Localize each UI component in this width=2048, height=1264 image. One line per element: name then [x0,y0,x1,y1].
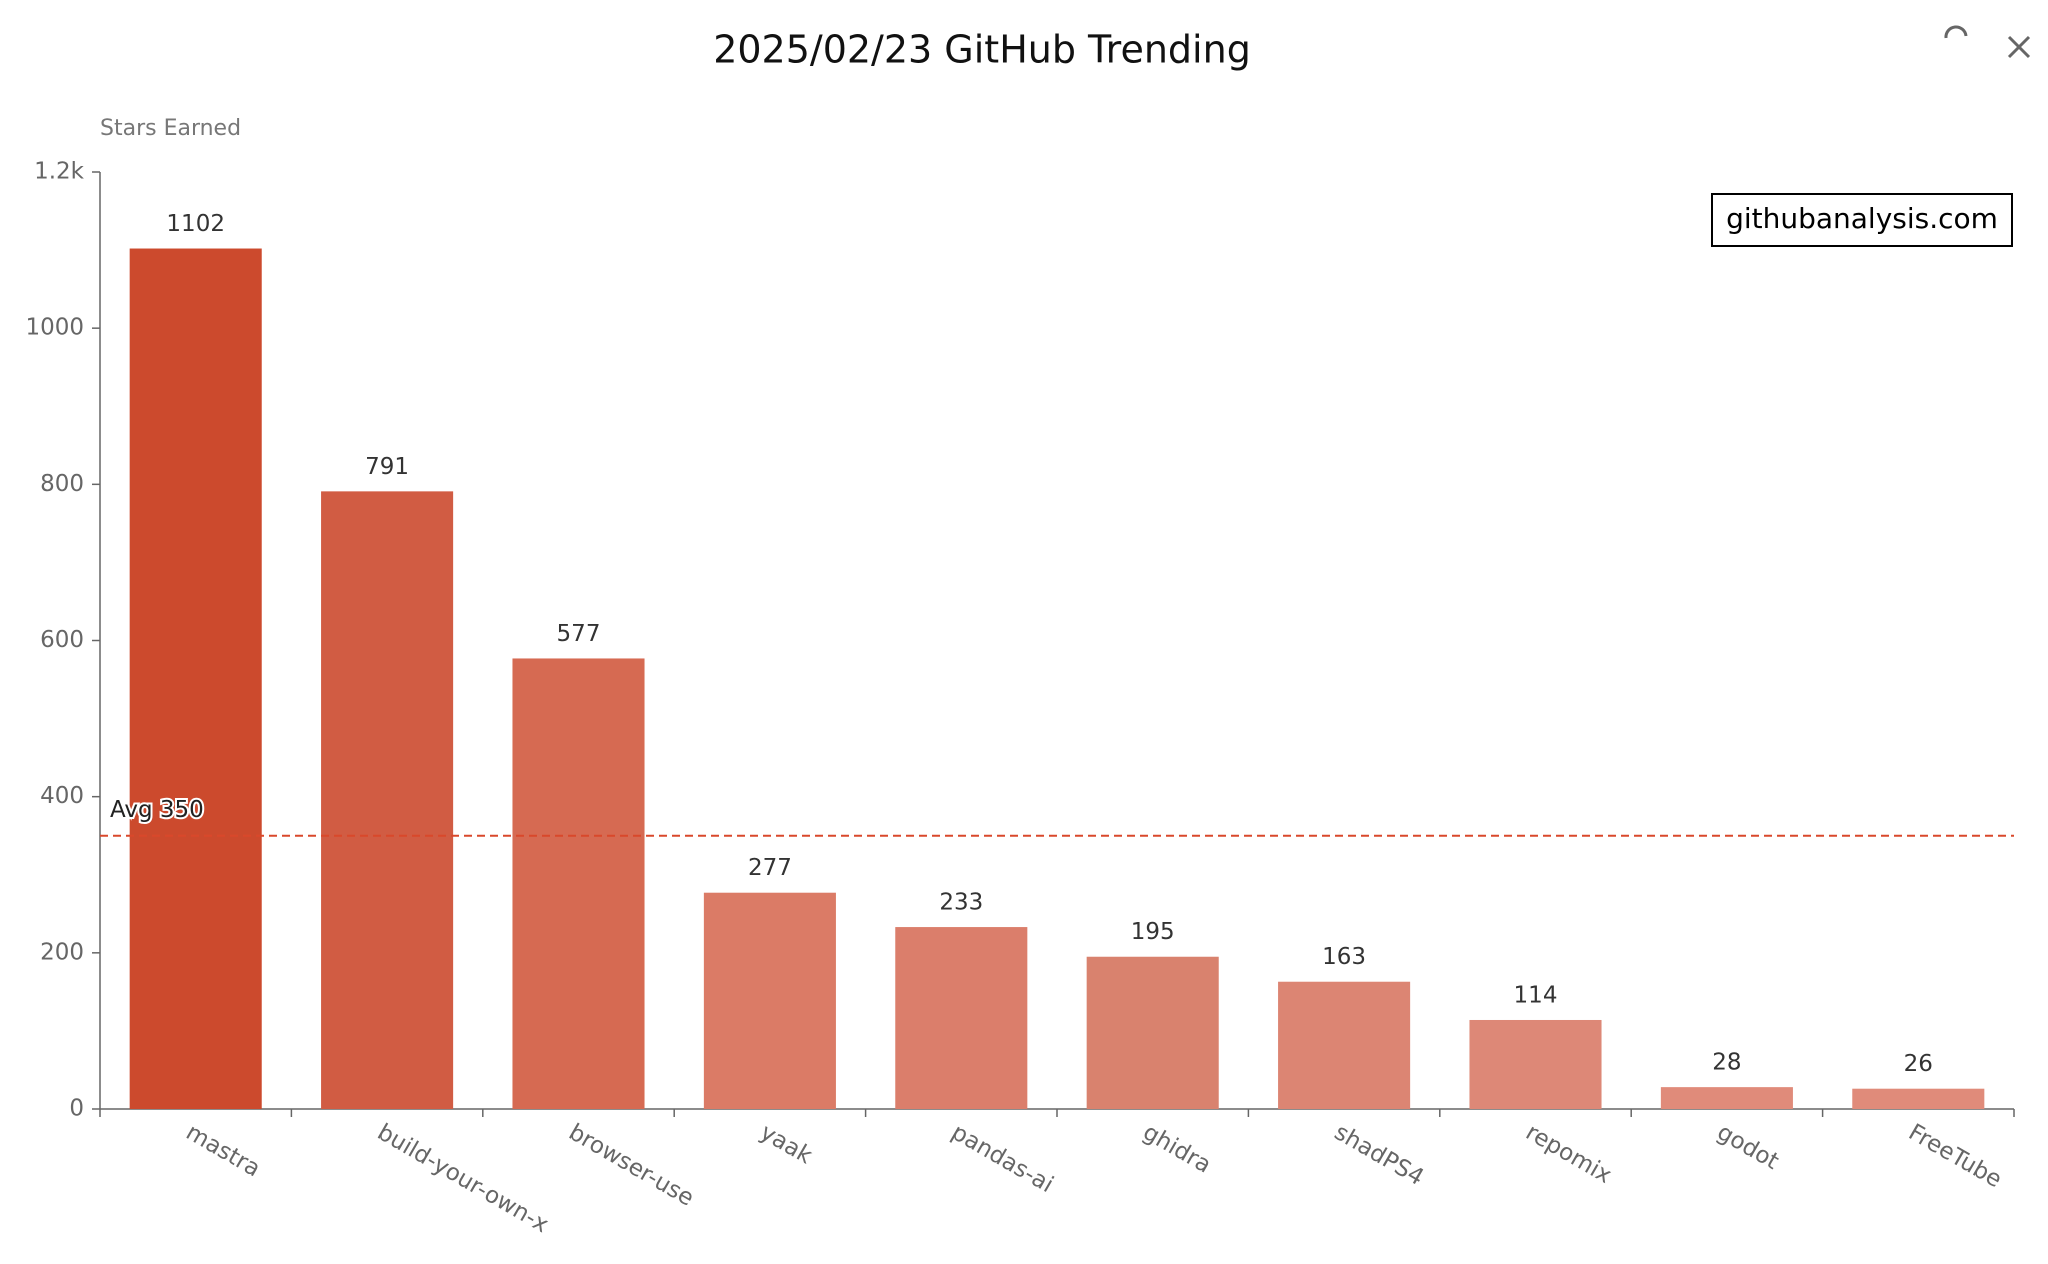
close-icon[interactable] [2007,35,2031,59]
y-tick-label: 200 [40,939,84,965]
value-label: 195 [1131,919,1175,945]
value-label: 163 [1322,944,1366,970]
x-tick-label: ghidra [1138,1119,1215,1178]
y-tick-label: 1.2k [34,159,85,185]
bar [1852,1088,1985,1109]
value-label: 791 [365,454,409,480]
x-tick-label: FreeTube [1904,1119,2006,1193]
value-label: 26 [1904,1051,1933,1077]
x-tick-label: build-your-own-x [373,1119,553,1238]
x-tick-label: yaak [756,1119,817,1169]
y-tick-label: 0 [69,1096,84,1122]
bar [1278,981,1411,1109]
x-tick-label: browser-use [564,1119,698,1211]
x-tick-label: godot [1713,1119,1783,1175]
bar [321,491,454,1109]
value-label: 1102 [166,211,225,237]
y-tick-label: 600 [40,627,84,653]
y-axis-label: Stars Earned [100,116,241,141]
chart-title: 2025/02/23 GitHub Trending [713,28,1251,72]
x-tick-label: shadPS4 [1330,1119,1428,1191]
bar [129,248,262,1109]
bar [1660,1087,1793,1109]
y-tick-label: 400 [40,783,84,809]
value-label: 277 [748,855,792,881]
value-label: 114 [1514,982,1558,1008]
y-tick-label: 800 [40,471,84,497]
average-label: Avg 350 [110,797,204,823]
x-tick-label: pandas-ai [947,1119,1058,1198]
x-tick-label: repomix [1521,1119,1616,1189]
watermark-box [1711,193,2013,247]
bar [703,892,836,1109]
x-tick-label: mastra [181,1119,264,1182]
bar [1469,1019,1602,1109]
bar [1086,956,1219,1109]
bar [895,927,1028,1109]
value-label: 28 [1712,1050,1741,1076]
watermark: githubanalysis.com [1726,202,1998,235]
bar [512,658,645,1109]
y-tick-label: 1000 [25,315,84,341]
value-label: 233 [939,890,983,916]
refresh-icon[interactable] [1944,25,1968,39]
value-label: 577 [557,621,601,647]
